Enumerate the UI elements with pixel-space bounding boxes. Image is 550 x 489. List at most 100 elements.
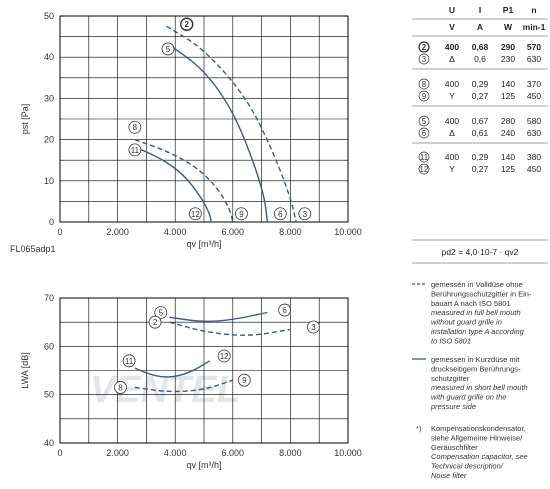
curve-marker-circle <box>180 17 194 31</box>
y-tick-label: 20 <box>44 135 54 145</box>
table-cell: 0,6 <box>474 54 486 64</box>
x-tick-label: 2.000 <box>106 448 129 458</box>
legend-text: gemessen in Kurzdüse mit <box>431 355 520 364</box>
row-marker-circle <box>418 115 430 127</box>
table-cell: 140 <box>501 152 515 162</box>
row-marker-circle <box>418 127 430 139</box>
legend-text: Technical description/ <box>431 462 504 471</box>
y-tick-label: 70 <box>44 293 54 303</box>
curve-marker-label: 2 <box>184 20 189 29</box>
y-axis-label: pst [Pa] <box>20 104 30 135</box>
curve-marker-circle <box>114 381 127 394</box>
row-marker-label: 11 <box>420 153 429 162</box>
curve-marker-circle <box>128 143 142 157</box>
y-tick-label: 50 <box>44 390 54 400</box>
y-tick-label: 10 <box>44 176 54 186</box>
curve-marker-label: 3 <box>303 210 308 219</box>
table-cell: Y <box>449 164 455 174</box>
chart-footnote: FL065adp1 <box>10 244 56 254</box>
table-cell: 450 <box>527 164 541 174</box>
legend-note-symbol: *) <box>416 424 422 433</box>
table-cell: 630 <box>527 128 541 138</box>
curve-marker-circle <box>148 315 162 329</box>
legend-text: Geräuschfilter <box>431 443 478 452</box>
curve-marker-circle <box>122 354 136 368</box>
x-axis-label: qv [m³/h] <box>186 460 221 470</box>
table-cell: 125 <box>501 164 515 174</box>
row-marker-circle <box>418 151 430 163</box>
curve-marker-circle <box>161 42 175 56</box>
curve-marker-circle <box>235 207 248 221</box>
legend-text: Kompensationskondensator, <box>431 424 526 433</box>
curve-marker-label: 5 <box>166 45 171 54</box>
series-line-5 <box>166 42 269 223</box>
series-line-5 <box>169 311 268 323</box>
table-header: U <box>449 5 455 15</box>
row-marker-circle <box>418 163 430 175</box>
table-cell: 580 <box>527 116 541 126</box>
legend-text: pressure side <box>430 402 476 411</box>
legend-text: to ISO 5801 <box>431 336 471 345</box>
x-tick-label: 6.000 <box>222 448 245 458</box>
curve-marker-label: 3 <box>311 323 316 332</box>
y-tick-label: 40 <box>44 52 54 62</box>
legend-text: siehe Allgemeine Hinweise/ <box>431 433 523 442</box>
legend-text: Noise filter <box>431 471 467 480</box>
curve-marker-circle <box>128 120 142 134</box>
row-marker-label: 6 <box>422 129 427 138</box>
legend-text: without guard grille in <box>431 318 502 327</box>
curve-marker-label: 6 <box>282 306 287 315</box>
curve-marker-label: 9 <box>242 376 247 385</box>
table-unit: min-1 <box>523 22 546 32</box>
curve-marker-circle <box>273 207 287 221</box>
curve-marker-label: 11 <box>125 357 134 366</box>
curve-marker-circle <box>298 207 312 221</box>
table-cell: 570 <box>527 42 541 52</box>
table-cell: 400 <box>445 42 459 52</box>
curve-marker-circle <box>154 306 168 319</box>
table-cell: 630 <box>527 54 541 64</box>
curve-marker-circle <box>217 349 231 363</box>
table-cell: 0,27 <box>472 91 489 101</box>
series-line-8 <box>134 379 234 393</box>
row-marker-circle <box>418 53 430 65</box>
curve-marker-label: 2 <box>153 318 158 327</box>
row-marker-circle <box>418 41 430 53</box>
x-tick-label: 4.000 <box>164 448 187 458</box>
legend-text: with guard grille on the <box>431 393 506 402</box>
curve-marker-label: 12 <box>220 352 229 361</box>
row-marker-label: 5 <box>422 117 427 126</box>
table-unit: A <box>477 22 483 32</box>
y-tick-label: 40 <box>44 438 54 448</box>
table-header: n <box>531 5 536 15</box>
legend-text: schutzgitter <box>431 374 470 383</box>
table-cell: 0,29 <box>472 79 489 89</box>
table-cell: 0,67 <box>472 116 489 126</box>
curve-marker-label: 9 <box>239 210 244 219</box>
x-tick-label: 10.000 <box>334 227 362 237</box>
y-tick-label: 60 <box>44 341 54 351</box>
legend-text: Compensation capacitor, see <box>431 452 528 461</box>
table-cell: 240 <box>501 128 515 138</box>
table-cell: 400 <box>445 79 459 89</box>
curve-marker-label: 8 <box>133 123 138 132</box>
row-marker-label: 2 <box>422 43 427 52</box>
table-cell: 370 <box>527 79 541 89</box>
series-line-2 <box>169 321 291 336</box>
curve-marker-label: 11 <box>131 146 140 155</box>
row-marker-label: 12 <box>420 165 429 174</box>
x-axis-label: qv [m³/h] <box>186 239 221 249</box>
curve-marker-label: 12 <box>191 210 200 219</box>
x-tick-label: 0 <box>57 448 62 458</box>
plot-frame <box>59 297 349 444</box>
table-cell: 0,61 <box>472 128 489 138</box>
table-cell: Δ <box>449 128 455 138</box>
curve-marker-label: 8 <box>118 383 123 392</box>
table-cell: 400 <box>445 152 459 162</box>
row-marker-label: 3 <box>422 55 427 64</box>
row-marker-label: 9 <box>422 92 427 101</box>
x-tick-label: 10.000 <box>334 448 362 458</box>
x-tick-label: 6.000 <box>222 227 245 237</box>
